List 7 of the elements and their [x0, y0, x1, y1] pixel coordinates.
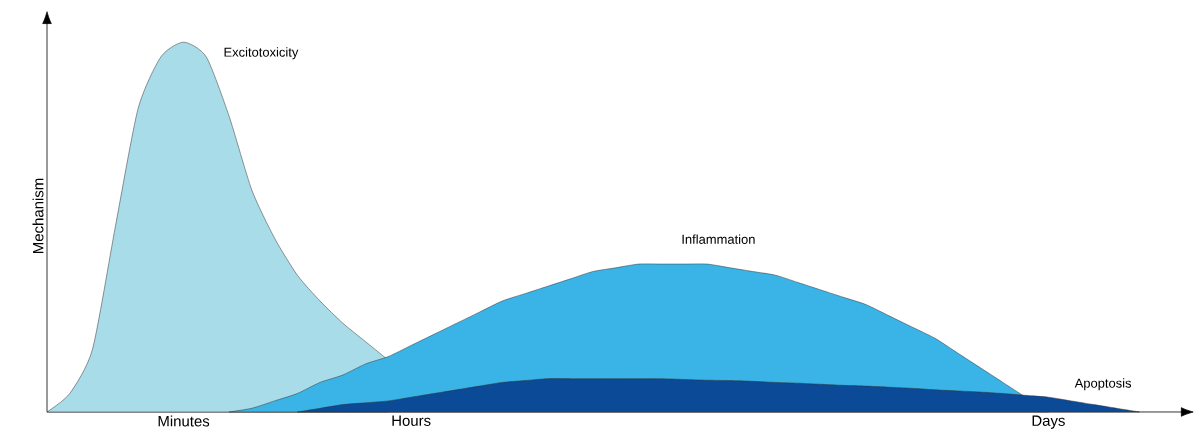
x-tick-label: Hours	[392, 415, 431, 426]
y-axis-title: Mechanism	[32, 178, 44, 253]
series-label: Apoptosis	[1074, 378, 1132, 391]
series-label: Inflammation	[682, 234, 755, 244]
x-tick-label: Minutes	[158, 415, 210, 427]
series-label: Excitotoxicity	[224, 47, 299, 60]
x-tick-label: Days	[1032, 415, 1065, 429]
